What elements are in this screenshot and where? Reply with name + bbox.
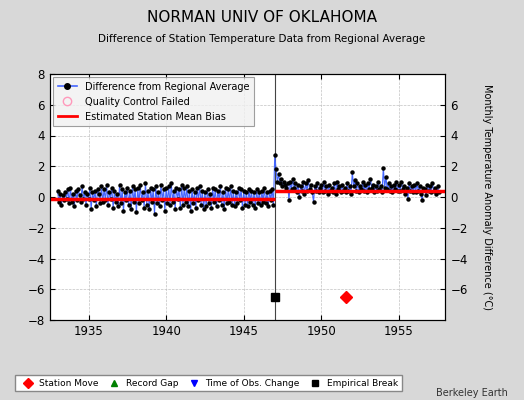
- Text: NORMAN UNIV OF OKLAHOMA: NORMAN UNIV OF OKLAHOMA: [147, 10, 377, 25]
- Text: Difference of Station Temperature Data from Regional Average: Difference of Station Temperature Data f…: [99, 34, 425, 44]
- Text: Berkeley Earth: Berkeley Earth: [436, 388, 508, 398]
- Legend: Difference from Regional Average, Quality Control Failed, Estimated Station Mean: Difference from Regional Average, Qualit…: [53, 77, 254, 126]
- Legend: Station Move, Record Gap, Time of Obs. Change, Empirical Break: Station Move, Record Gap, Time of Obs. C…: [15, 375, 402, 392]
- Y-axis label: Monthly Temperature Anomaly Difference (°C): Monthly Temperature Anomaly Difference (…: [482, 84, 492, 310]
